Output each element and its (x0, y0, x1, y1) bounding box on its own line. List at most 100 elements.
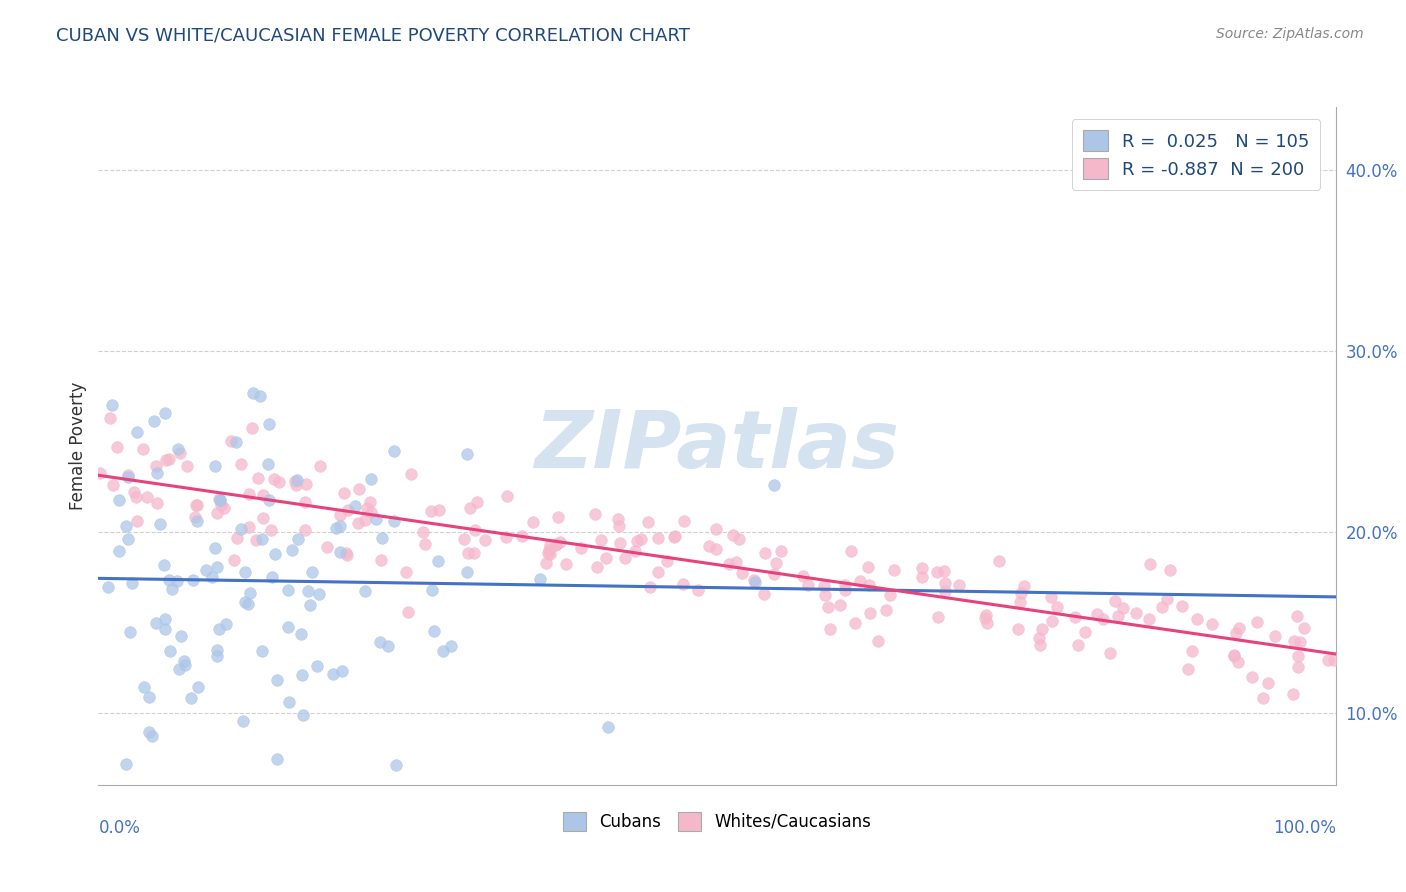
Point (297, 584, 319, 599)
Point (456, 565, 478, 579)
Point (420, 503, 443, 517)
Point (727, 532, 749, 546)
Text: ZIPatlas: ZIPatlas (534, 407, 900, 485)
Point (222, 553, 245, 567)
Point (1139, 558, 1161, 572)
Point (1223, 649, 1246, 664)
Point (260, 524, 283, 538)
Point (370, 553, 392, 567)
Point (540, 548, 562, 562)
Point (1125, 606, 1147, 620)
Point (537, 546, 560, 560)
Point (704, 542, 727, 557)
Point (205, 648, 228, 663)
Point (547, 510, 569, 524)
Point (1223, 648, 1246, 663)
Point (294, 523, 316, 537)
Point (586, 559, 609, 574)
Point (207, 642, 229, 657)
Point (162, 582, 184, 596)
Point (725, 555, 748, 569)
Point (249, 389, 271, 403)
Point (142, 414, 165, 428)
Point (456, 447, 478, 461)
Point (647, 566, 669, 580)
Point (453, 532, 475, 546)
Point (107, 544, 129, 558)
Point (1177, 662, 1199, 676)
Point (157, 573, 180, 587)
Point (262, 569, 284, 583)
Point (817, 600, 839, 615)
Point (1257, 676, 1279, 690)
Point (1246, 615, 1268, 630)
Point (247, 471, 270, 485)
Point (1171, 599, 1194, 614)
Point (512, 529, 534, 543)
Point (1046, 599, 1069, 614)
Point (233, 566, 256, 580)
Point (1098, 646, 1121, 660)
Point (134, 680, 156, 694)
Text: 100.0%: 100.0% (1272, 819, 1336, 837)
Point (844, 616, 866, 631)
Point (927, 565, 949, 579)
Point (465, 495, 488, 509)
Point (1285, 609, 1308, 624)
Point (167, 662, 190, 676)
Point (153, 611, 176, 625)
Point (347, 482, 370, 496)
Point (336, 548, 359, 562)
Point (1201, 616, 1223, 631)
Point (103, 477, 125, 491)
Point (797, 578, 820, 592)
Point (208, 491, 231, 506)
Point (647, 531, 669, 545)
Point (638, 580, 661, 594)
Point (1031, 622, 1053, 636)
Point (159, 644, 181, 658)
Point (856, 559, 879, 574)
Point (239, 585, 262, 599)
Point (752, 587, 775, 601)
Point (155, 453, 177, 467)
Point (546, 538, 568, 552)
Point (495, 530, 517, 544)
Point (412, 525, 434, 540)
Point (329, 518, 352, 533)
Point (974, 608, 997, 623)
Point (721, 528, 744, 542)
Point (242, 385, 264, 400)
Point (170, 628, 193, 642)
Legend: Cubans, Whites/Caucasians: Cubans, Whites/Caucasians (555, 805, 879, 838)
Point (948, 578, 970, 592)
Point (208, 493, 231, 508)
Point (238, 487, 260, 501)
Point (548, 535, 571, 549)
Point (257, 457, 280, 471)
Point (396, 605, 419, 619)
Point (186, 499, 208, 513)
Point (744, 574, 766, 589)
Point (117, 469, 139, 483)
Point (229, 522, 252, 536)
Point (157, 452, 180, 467)
Point (360, 472, 382, 486)
Point (252, 511, 274, 525)
Point (544, 537, 567, 551)
Point (1067, 638, 1090, 652)
Point (333, 486, 356, 500)
Point (152, 558, 174, 573)
Point (336, 503, 359, 517)
Point (1074, 624, 1097, 639)
Point (117, 533, 139, 547)
Point (1185, 612, 1208, 626)
Point (360, 504, 382, 518)
Point (834, 583, 856, 598)
Point (301, 565, 323, 579)
Point (1152, 600, 1174, 615)
Point (382, 514, 405, 528)
Point (662, 530, 685, 544)
Point (1111, 600, 1133, 615)
Point (207, 506, 229, 520)
